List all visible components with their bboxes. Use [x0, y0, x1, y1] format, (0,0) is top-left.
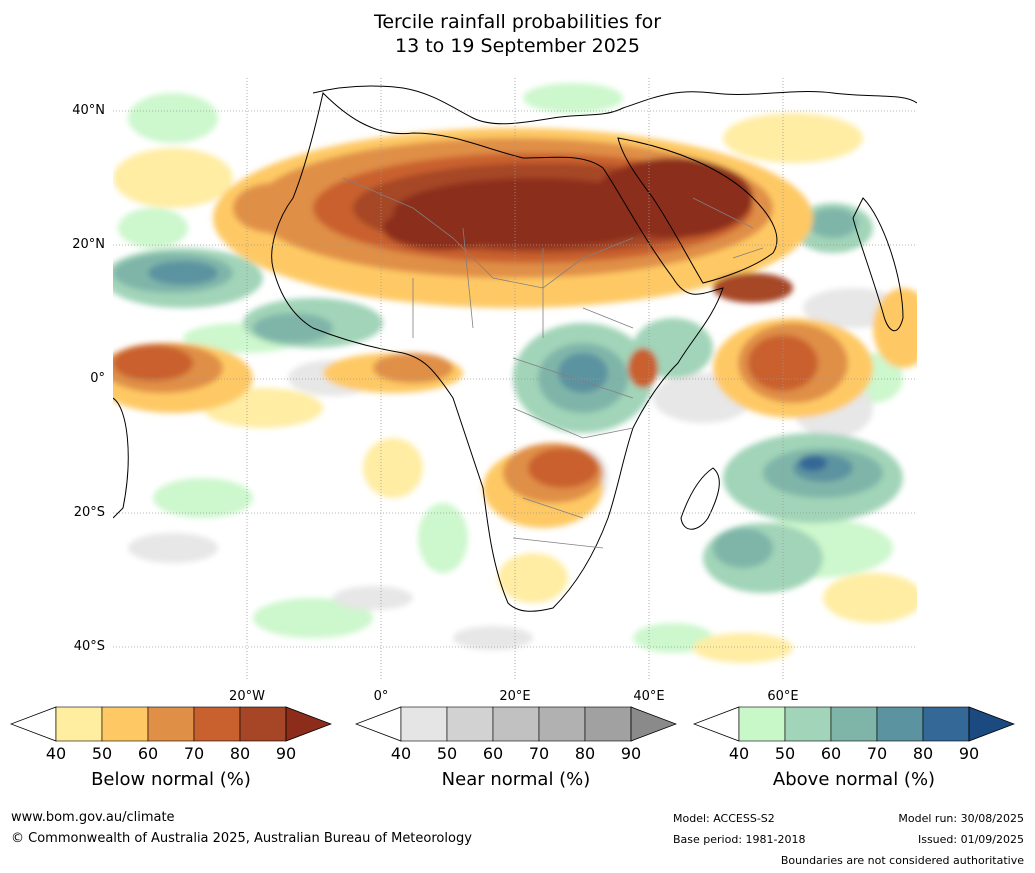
colorbar-tick: 50 [91, 744, 113, 763]
title-line-1: Tercile rainfall probabilities for [373, 11, 662, 33]
lat-label-20n: 20°N [72, 237, 105, 252]
colorbar-segment [193, 706, 241, 742]
coastlines [113, 85, 917, 612]
model-run-text: Model run: 30/08/2025 [898, 812, 1024, 825]
colorbar-tick: 70 [183, 744, 205, 763]
lon-label-40e: 40°E [633, 689, 665, 704]
colorbar-above-normal [693, 706, 1015, 742]
colorbar-tick: 90 [958, 744, 980, 763]
colorbar-tick: 60 [482, 744, 504, 763]
lon-label-60e: 60°E [767, 689, 799, 704]
colorbar-tick: 50 [436, 744, 458, 763]
colorbar-tick: 80 [912, 744, 934, 763]
colorbar-tick: 40 [45, 744, 67, 763]
colorbar-tick: 90 [620, 744, 642, 763]
colorbar-segment [584, 706, 632, 742]
colorbar-segment [55, 706, 103, 742]
lat-label-20s: 20°S [73, 505, 105, 520]
colorbar-tick: 80 [229, 744, 251, 763]
lon-label-20e: 20°E [499, 689, 531, 704]
colorbar-tick: 70 [866, 744, 888, 763]
colorbar-extend-high [968, 706, 1015, 742]
colorbar-segment [830, 706, 878, 742]
probability-fields [113, 83, 917, 663]
colorbar-tick: 40 [390, 744, 412, 763]
colorbar-title-near-normal: Near normal (%) [441, 769, 591, 790]
colorbar-segment [922, 706, 970, 742]
colorbar-segment [446, 706, 494, 742]
website-link[interactable]: www.bom.gov.au/climate [11, 810, 175, 825]
lat-label-40n: 40°N [72, 103, 105, 118]
issued-text: Issued: 01/09/2025 [917, 833, 1024, 846]
colorbar-extend-low [693, 706, 740, 742]
colorbar-segment [784, 706, 832, 742]
colorbar-segment [239, 706, 287, 742]
colorbar-tick: 50 [774, 744, 796, 763]
colorbar-segment [147, 706, 195, 742]
country-borders [342, 177, 764, 549]
model-text: Model: ACCESS-S2 [673, 812, 775, 825]
colorbar-tick: 40 [728, 744, 750, 763]
colorbar-near-normal [355, 706, 677, 742]
lat-label-40s: 40°S [73, 639, 105, 654]
lon-label-0: 0° [373, 689, 389, 704]
colorbar-tick: 60 [137, 744, 159, 763]
lat-label-0: 0° [90, 371, 105, 386]
colorbar-segment [400, 706, 448, 742]
colorbar-segment [101, 706, 149, 742]
colorbar-extend-high [285, 706, 332, 742]
colorbar-extend-low [10, 706, 57, 742]
colorbar-segment [538, 706, 586, 742]
lon-label-20w: 20°W [229, 689, 265, 704]
colorbar-title-below-normal: Below normal (%) [91, 769, 251, 790]
copyright-text: © Commonwealth of Australia 2025, Austra… [11, 831, 472, 846]
disclaimer-text: Boundaries are not considered authoritat… [780, 854, 1024, 867]
chart-title: Tercile rainfall probabilities for 13 to… [0, 10, 1035, 58]
colorbar-below-normal [10, 706, 332, 742]
colorbar-extend-high [630, 706, 677, 742]
graticule [113, 78, 917, 681]
colorbar-extend-low [355, 706, 402, 742]
colorbar-title-above-normal: Above normal (%) [772, 769, 936, 790]
colorbar-segment [876, 706, 924, 742]
colorbar-tick: 80 [574, 744, 596, 763]
rainfall-probability-map [113, 78, 917, 681]
colorbar-segment [738, 706, 786, 742]
colorbar-tick: 90 [275, 744, 297, 763]
colorbar-segment [492, 706, 540, 742]
colorbar-tick: 70 [528, 744, 550, 763]
colorbar-tick: 60 [820, 744, 842, 763]
title-line-2: 13 to 19 September 2025 [395, 35, 640, 57]
base-period-text: Base period: 1981-2018 [673, 833, 806, 846]
